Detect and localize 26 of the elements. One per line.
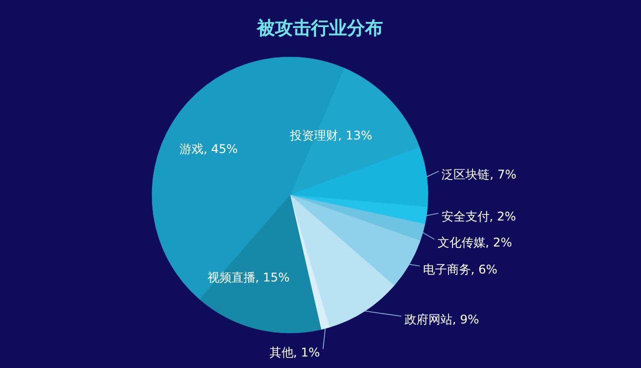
data-label: , 7%: [490, 168, 516, 182]
pie-slice: [290, 147, 428, 208]
pie-slice: [199, 194, 322, 334]
slice-label: 文化传媒: [437, 236, 486, 250]
pie-slice: [290, 194, 426, 242]
data-label: , 13%: [338, 128, 372, 142]
data-label: , 15%: [255, 270, 290, 284]
pie-slice: [290, 194, 428, 224]
slice-label: 政府网站: [404, 312, 452, 327]
chart-title: 被攻击行业分布: [256, 18, 383, 39]
data-label: , 2%: [485, 236, 512, 250]
slice-label: 电子商务: [422, 262, 471, 276]
data-label: , 45%: [203, 142, 238, 156]
slice-label: 投资理财: [288, 128, 338, 142]
slice-label: 视频直播: [207, 270, 256, 284]
data-label: , 1%: [293, 345, 320, 360]
slice-label: 游戏: [179, 142, 204, 156]
slice-label: 安全支付: [441, 210, 490, 224]
data-label: , 6%: [470, 262, 498, 276]
pie-slice: [290, 194, 420, 286]
slice-label: 泛区块链: [442, 168, 490, 182]
slice-label: 其他: [269, 345, 294, 360]
data-label: , 9%: [452, 312, 480, 327]
data-label: , 2%: [489, 210, 516, 224]
pie-slice: [290, 194, 394, 328]
pie-slice: [290, 194, 330, 330]
